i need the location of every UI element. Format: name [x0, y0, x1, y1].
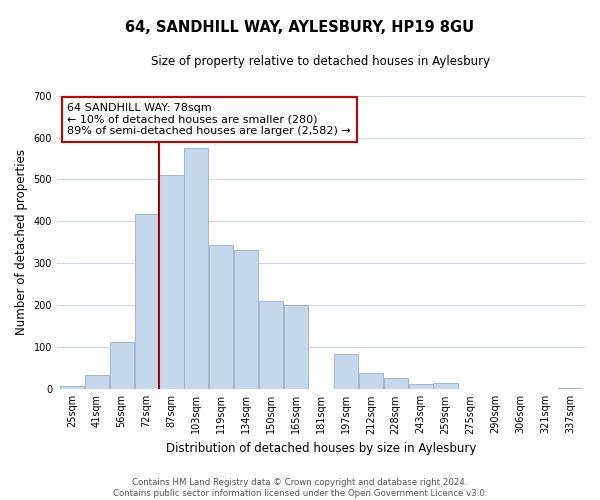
Text: 64, SANDHILL WAY, AYLESBURY, HP19 8GU: 64, SANDHILL WAY, AYLESBURY, HP19 8GU	[125, 20, 475, 35]
Bar	[359, 374, 383, 390]
Bar	[433, 384, 458, 390]
Bar	[85, 374, 109, 390]
Y-axis label: Number of detached properties: Number of detached properties	[15, 150, 28, 336]
Bar	[259, 301, 283, 390]
Bar	[334, 354, 358, 390]
Bar	[184, 148, 208, 390]
Bar	[234, 250, 259, 390]
X-axis label: Distribution of detached houses by size in Aylesbury: Distribution of detached houses by size …	[166, 442, 476, 455]
Bar	[60, 386, 84, 390]
Bar	[558, 388, 582, 390]
Bar	[110, 342, 134, 390]
Bar	[383, 378, 408, 390]
Bar	[409, 384, 433, 390]
Text: Contains HM Land Registry data © Crown copyright and database right 2024.
Contai: Contains HM Land Registry data © Crown c…	[113, 478, 487, 498]
Bar	[134, 214, 158, 390]
Bar	[209, 244, 233, 390]
Bar	[284, 306, 308, 390]
Title: Size of property relative to detached houses in Aylesbury: Size of property relative to detached ho…	[151, 55, 491, 68]
Bar	[160, 176, 184, 390]
Text: 64 SANDHILL WAY: 78sqm
← 10% of detached houses are smaller (280)
89% of semi-de: 64 SANDHILL WAY: 78sqm ← 10% of detached…	[67, 103, 351, 136]
